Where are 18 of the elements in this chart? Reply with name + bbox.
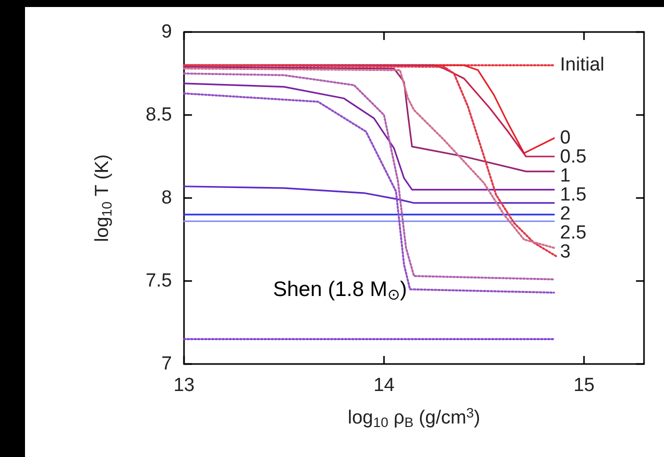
y-axis-title: log10 T (K)	[92, 154, 114, 242]
y-tick-label: 9	[161, 22, 172, 42]
annotation: Shen (1.8 M⊙)	[273, 278, 408, 304]
series-label: 1	[560, 166, 571, 187]
series-label: 1.5	[560, 184, 586, 206]
series-label: 2.5	[560, 222, 586, 244]
series-label: 0	[560, 128, 571, 149]
series-label: Initial	[560, 54, 604, 76]
y-tick-label: 7.5	[146, 270, 172, 292]
y-tick-label: 7	[161, 354, 172, 374]
x-tick-label: 14	[373, 375, 395, 396]
x-tick-label: 13	[173, 375, 195, 396]
series-label: 0.5	[560, 146, 586, 168]
series-label: 3	[560, 242, 571, 263]
x-tick-label: 15	[573, 375, 595, 396]
series-label: 2	[560, 204, 571, 225]
y-tick-label: 8.5	[146, 104, 172, 126]
y-tick-label: 8	[161, 188, 172, 208]
